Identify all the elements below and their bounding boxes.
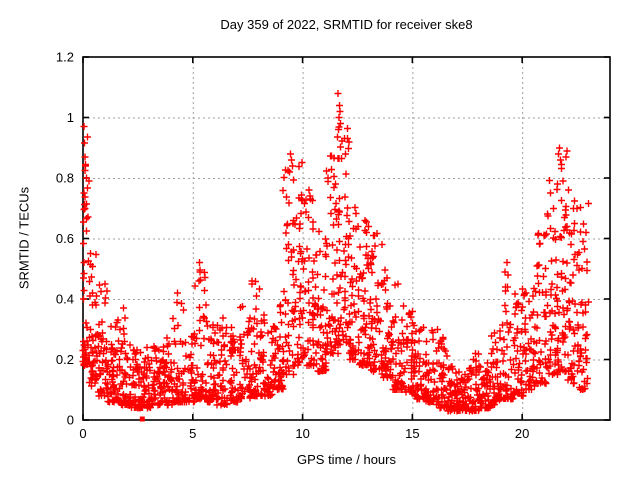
x-tick-label: 20 [515,426,529,441]
axis-ticks [82,56,610,421]
y-tick-label: 1.2 [56,50,74,65]
data-point-square [139,416,145,422]
chart-title: Day 359 of 2022, SRMTID for receiver ske… [220,17,473,32]
tick-labels: 0 5 10 15 20 0 0.2 0.4 0.6 0.8 1 1.2 [56,50,529,442]
data-points [79,90,592,415]
x-tick-label: 0 [79,426,86,441]
y-tick-label: 0.6 [56,231,74,246]
x-tick-label: 5 [189,426,196,441]
x-tick-label: 15 [405,426,419,441]
y-tick-label: 0.8 [56,171,74,186]
y-tick-label: 0 [67,413,74,428]
gridlines [83,57,610,420]
x-axis-label: GPS time / hours [297,452,396,467]
y-tick-label: 0.2 [56,352,74,367]
x-tick-label: 10 [295,426,309,441]
y-tick-label: 0.4 [56,292,74,307]
y-tick-label: 1 [67,110,74,125]
